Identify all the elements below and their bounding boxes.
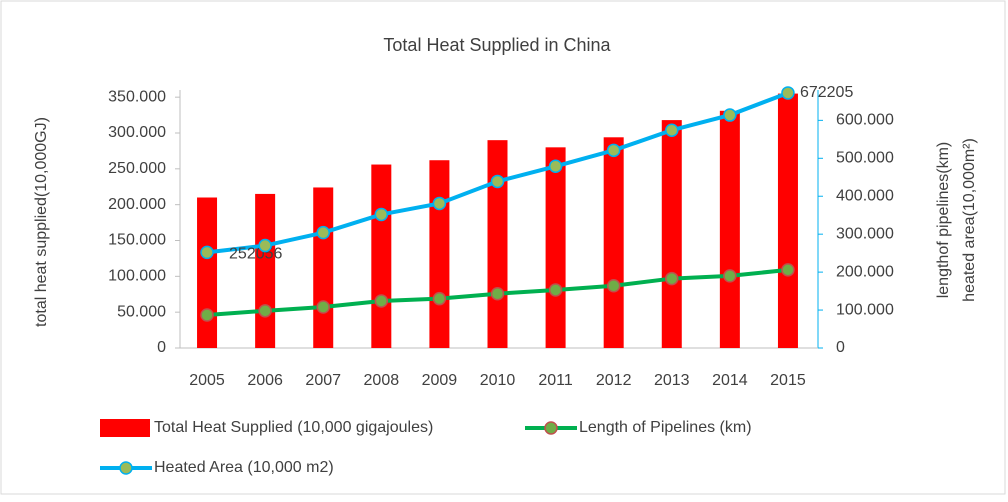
marker <box>490 174 505 189</box>
bar <box>371 164 392 348</box>
bar <box>603 137 624 348</box>
y2-tick-label: 600.000 <box>836 112 894 129</box>
marker <box>665 271 679 286</box>
y-tick-label: 250.000 <box>108 160 166 177</box>
y2-tick-label: 200.000 <box>836 263 894 280</box>
marker <box>781 86 795 100</box>
y2-axis-title: heated area(10,000m²) <box>961 138 978 302</box>
marker <box>374 294 389 308</box>
x-tick-label: 2009 <box>422 372 458 389</box>
marker <box>316 300 330 314</box>
x-tick-label: 2006 <box>247 372 283 389</box>
y-tick-label: 0 <box>157 339 166 356</box>
marker <box>258 238 272 253</box>
marker <box>723 108 737 122</box>
x-tick-label: 2011 <box>538 372 573 389</box>
legend-marker <box>119 461 133 475</box>
marker <box>548 283 563 297</box>
legend-marker <box>544 421 558 435</box>
y-tick-label: 200.000 <box>108 196 166 213</box>
marker <box>548 159 563 174</box>
marker <box>665 123 679 137</box>
bar <box>777 93 798 348</box>
marker <box>200 308 214 322</box>
y2-axis-title: lengthof pipelines(km) <box>935 142 952 299</box>
x-tick-label: 2007 <box>305 372 341 389</box>
data-label: 672205 <box>800 84 853 101</box>
marker <box>723 269 737 283</box>
bar <box>661 120 682 348</box>
marker <box>200 245 214 260</box>
marker <box>606 279 621 293</box>
chart-title: Total Heat Supplied in China <box>383 35 611 55</box>
legend-swatch <box>100 419 150 437</box>
y-tick-label: 150.000 <box>108 232 166 249</box>
y2-tick-label: 500.000 <box>836 150 894 167</box>
marker <box>490 286 505 301</box>
marker <box>316 225 330 240</box>
y2-tick-label: 100.000 <box>836 301 894 318</box>
bar <box>313 187 334 348</box>
y-tick-label: 100.000 <box>108 268 166 285</box>
marker <box>432 291 447 306</box>
y-tick-label: 350.000 <box>108 88 166 105</box>
bar <box>429 160 450 348</box>
data-label: 252056 <box>229 246 282 263</box>
bar <box>487 140 508 348</box>
legend-label: Total Heat Supplied (10,000 gigajoules) <box>154 419 433 436</box>
y-tick-label: 50.000 <box>117 303 166 320</box>
y2-tick-label: 400.000 <box>836 187 894 204</box>
y2-tick-label: 300.000 <box>836 225 894 242</box>
x-tick-label: 2013 <box>654 372 690 389</box>
marker <box>606 143 621 158</box>
bar <box>255 193 276 348</box>
bar <box>719 110 740 349</box>
x-tick-label: 2012 <box>596 372 632 389</box>
x-tick-label: 2010 <box>480 372 516 389</box>
bar <box>545 147 566 348</box>
legend-label: Heated Area (10,000 m2) <box>154 459 334 476</box>
legend-label: Length of Pipelines (km) <box>579 419 752 436</box>
bar <box>197 197 218 348</box>
x-tick-label: 2014 <box>712 372 748 389</box>
y2-tick-label: 0 <box>836 339 845 356</box>
x-tick-label: 2008 <box>364 372 400 389</box>
marker <box>781 263 795 277</box>
y-axis-title: total heat supplied(10,000GJ) <box>33 117 50 327</box>
x-tick-label: 2005 <box>189 372 225 389</box>
marker <box>374 207 389 222</box>
marker <box>432 196 447 211</box>
y-tick-label: 300.000 <box>108 124 166 141</box>
x-tick-label: 2015 <box>770 372 806 389</box>
marker <box>258 304 272 318</box>
